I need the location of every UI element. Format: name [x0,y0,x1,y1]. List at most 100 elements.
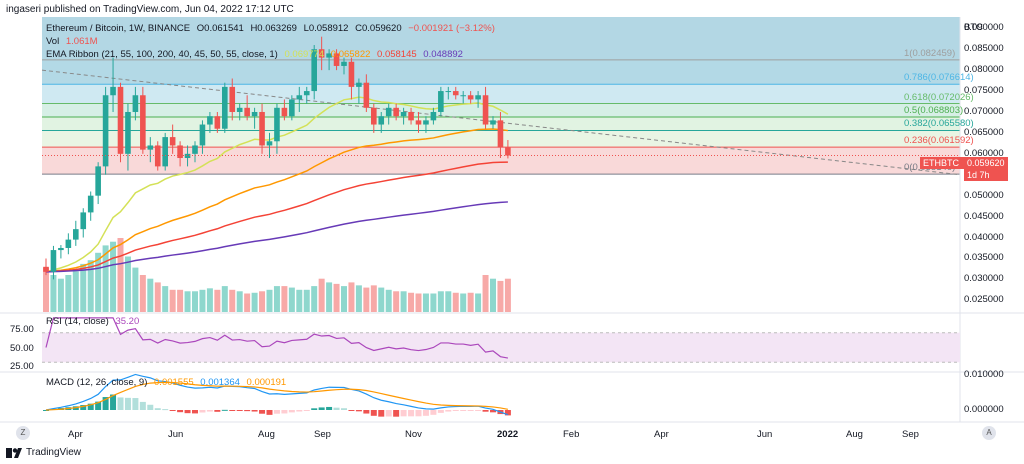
candle-body [43,266,49,272]
candle-body [371,107,377,125]
ema-value-1: 0.069774 [284,49,325,60]
volume-bar [341,286,347,312]
macd-line [45,373,509,416]
candle-body [169,137,176,146]
macd-histogram-bar [154,408,161,410]
macd-value-2: 0.001364 [200,377,240,388]
rsi-tick-label: 75.00 [10,324,34,335]
volume-bar [184,291,191,312]
candle-body [475,95,481,100]
volume-bar [393,291,400,312]
volume-bar [415,293,422,312]
price-tick-label: 0.045000 [964,210,1004,222]
candle-body [326,53,332,58]
candle-body [356,82,362,87]
candle-body [110,86,116,96]
close-value: C0.059620 [355,23,402,34]
volume-bar [303,289,310,312]
macd-histogram-bar [393,410,400,417]
macd-histogram-bar [124,397,131,410]
macd-histogram-bar [244,410,251,412]
candle-body [408,111,414,121]
macd-histogram-bar [95,401,102,410]
macd-histogram-bar [296,410,303,412]
candle-body [87,195,94,213]
macd-value-3: 0.000191 [246,377,287,388]
macd-histogram-bar [363,410,370,414]
symbol-title: Ethereum / Bitcoin, 1W, BINANCE [46,23,191,34]
volume-label: Vol [46,36,60,47]
volume-bar [460,293,467,312]
fib-zone [42,59,960,85]
time-tick-label: Aug [846,429,863,440]
time-tick-label: Aug [258,429,275,440]
rsi-legend: RSI (14, close) 35.20 [46,316,143,327]
candle-body [318,49,325,58]
candle-body [460,95,466,97]
macd-histogram-bar [102,397,109,410]
candle-body [452,91,459,96]
candle-body [95,166,101,196]
ema-value-3: 0.058145 [377,49,417,60]
ema-line [45,128,508,273]
macd-histogram-bar [460,410,467,411]
macd-histogram-bar [251,410,258,412]
macd-histogram-bar [422,410,429,416]
volume-bar [311,286,318,312]
volume-bar [266,289,273,312]
volume-bar [50,275,57,312]
volume-bar [288,287,295,312]
macd-histogram-bar [214,410,221,412]
rsi-band [42,332,960,363]
macd-histogram-bar [430,410,437,415]
price-tick-label: 0.085000 [964,43,1004,55]
macd-histogram-bar [355,410,362,412]
volume-bar [422,293,429,312]
macd-histogram-bar [221,409,228,411]
symbol-tag: ETHBTC [920,157,964,169]
volume-legend: Vol 1.061M [46,36,102,47]
candle-body [65,239,72,248]
auto-scale-button[interactable]: A [982,426,996,440]
volume-bar [378,287,385,312]
macd-histogram-bar [415,410,422,417]
time-tick-label: Sep [314,429,331,440]
volume-bar [273,286,280,312]
candle-body [430,111,437,121]
candle-body [58,247,64,251]
macd-histogram-bar [192,410,198,414]
price-tick-label: 0.080000 [964,64,1004,76]
tradingview-brand[interactable]: TradingView [6,447,81,458]
time-tick-label: Nov [405,429,422,440]
candle-body [125,111,131,154]
macd-histogram-bar [467,410,474,411]
volume-bar [57,278,64,312]
fib-label: 0.5(0.068803) [904,104,964,116]
change-value: −0.001921 (−3.12%) [408,23,495,34]
candle-body [341,61,347,66]
candle-body [467,95,474,100]
volume-bar [154,282,161,312]
volume-bar [296,289,303,312]
zoom-reset-button[interactable]: Z [16,426,30,440]
macd-histogram-bar [184,410,191,414]
macd-label: MACD (12, 26, close, 9) [46,377,148,388]
volume-bar [363,287,370,312]
rsi-label: RSI (14, close) [46,316,109,327]
time-tick-label: Jun [757,429,773,440]
candle-body [117,86,124,154]
candle-body [393,107,399,117]
volume-bar [437,291,444,312]
macd-histogram-bar [43,410,49,411]
candle-body [296,95,303,100]
candle-body [132,95,139,112]
candle-body [415,120,422,125]
volume-bar [206,288,213,312]
candle-body [505,147,511,156]
volume-bar [467,292,474,312]
price-tick-label: 0.040000 [964,231,1004,243]
time-tick-label: Apr [68,429,83,440]
macd-histogram-bar [229,410,236,411]
fib-label: 0.236(0.061592) [904,135,974,147]
